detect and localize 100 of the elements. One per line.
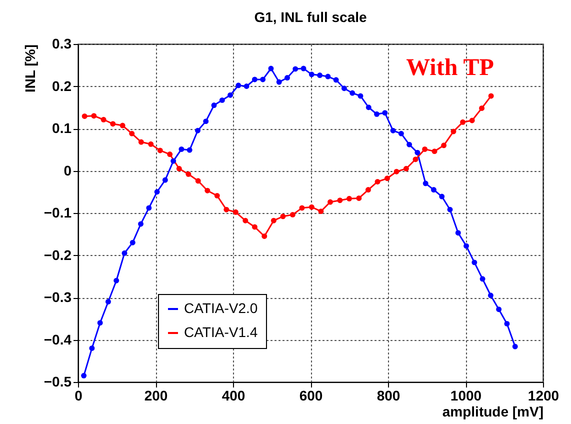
point: [244, 84, 250, 89]
point: [512, 344, 518, 350]
point: [276, 79, 282, 85]
point: [358, 93, 364, 99]
x-tick-label: 0: [74, 388, 83, 404]
point: [176, 166, 182, 172]
point: [186, 147, 192, 153]
point: [167, 152, 173, 158]
x-tick-label: 1200: [528, 388, 560, 404]
point: [122, 250, 128, 256]
point: [97, 320, 103, 326]
point: [284, 75, 290, 81]
point: [317, 72, 323, 78]
y-tick-label: 0.2: [52, 78, 72, 94]
point: [114, 278, 120, 284]
point: [148, 141, 154, 147]
point: [308, 204, 314, 210]
point: [504, 320, 510, 326]
point: [356, 195, 362, 201]
point: [318, 208, 324, 214]
point: [374, 179, 380, 184]
point: [130, 240, 136, 246]
point: [262, 234, 268, 239]
point: [469, 118, 475, 124]
point: [384, 176, 390, 182]
point: [479, 105, 485, 111]
x-tick-label: 400: [222, 388, 246, 404]
x-tick-label: 600: [299, 388, 323, 404]
point: [120, 122, 126, 128]
point: [129, 130, 135, 136]
y-axis-title: INL [%]: [22, 44, 38, 92]
point: [366, 187, 371, 192]
point: [472, 260, 478, 266]
point: [110, 121, 116, 127]
point: [403, 166, 409, 172]
point: [398, 130, 404, 136]
point: [328, 199, 333, 205]
point: [333, 77, 339, 83]
point: [157, 148, 163, 154]
point: [195, 128, 200, 134]
point: [154, 189, 160, 195]
point: [280, 214, 286, 220]
x-axis-title: amplitude [mV]: [442, 404, 544, 420]
point: [422, 180, 428, 186]
point: [439, 194, 445, 200]
y-tick-label: −0.1: [44, 204, 72, 220]
point: [450, 128, 456, 134]
point: [414, 150, 420, 156]
point: [390, 128, 396, 134]
y-tick-label: 0.3: [52, 36, 72, 52]
x-tick-label: 1000: [450, 388, 482, 404]
legend-label: CATIA-V2.0: [184, 300, 258, 316]
y-tick-label: −0.2: [44, 246, 72, 263]
point: [374, 111, 380, 117]
point: [366, 104, 372, 110]
point: [195, 178, 201, 184]
x-tick-label: 800: [376, 388, 400, 404]
point: [170, 158, 176, 164]
point: [81, 372, 87, 378]
x-tick-label: 200: [144, 388, 168, 404]
point: [464, 243, 470, 249]
point: [300, 66, 306, 72]
point: [422, 146, 428, 152]
point: [105, 298, 111, 304]
point: [89, 345, 95, 351]
point: [488, 93, 494, 99]
point: [260, 76, 266, 82]
point: [337, 198, 343, 204]
point: [100, 116, 106, 122]
point: [341, 86, 347, 92]
point: [299, 205, 305, 211]
point: [138, 221, 144, 227]
point: [203, 118, 209, 124]
point: [232, 209, 238, 215]
point: [394, 168, 400, 174]
point: [447, 206, 453, 212]
point: [211, 102, 217, 108]
point: [138, 139, 144, 145]
annotation: With TP: [406, 55, 494, 81]
point: [270, 218, 276, 224]
point: [325, 74, 331, 80]
y-tick-label: 0: [64, 162, 72, 178]
point: [432, 148, 438, 154]
point: [236, 82, 242, 88]
point: [146, 205, 152, 211]
point: [382, 110, 388, 116]
point: [350, 90, 356, 96]
point: [268, 66, 274, 72]
point: [455, 230, 461, 236]
y-tick-label: −0.5: [44, 374, 72, 390]
point: [292, 66, 298, 72]
point: [162, 177, 168, 183]
point: [91, 113, 97, 119]
point: [308, 72, 314, 78]
point: [224, 206, 230, 212]
point: [186, 171, 192, 177]
point: [412, 156, 418, 162]
point: [290, 212, 296, 218]
point: [346, 196, 352, 202]
point: [430, 187, 436, 192]
